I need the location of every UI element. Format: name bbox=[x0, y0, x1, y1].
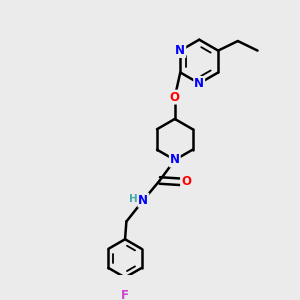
Text: H: H bbox=[129, 194, 137, 204]
Text: F: F bbox=[121, 289, 129, 300]
Text: O: O bbox=[181, 175, 191, 188]
Text: N: N bbox=[138, 194, 148, 207]
Text: N: N bbox=[170, 154, 180, 166]
Text: O: O bbox=[170, 91, 180, 103]
Text: N: N bbox=[175, 44, 185, 57]
Text: N: N bbox=[194, 77, 204, 90]
